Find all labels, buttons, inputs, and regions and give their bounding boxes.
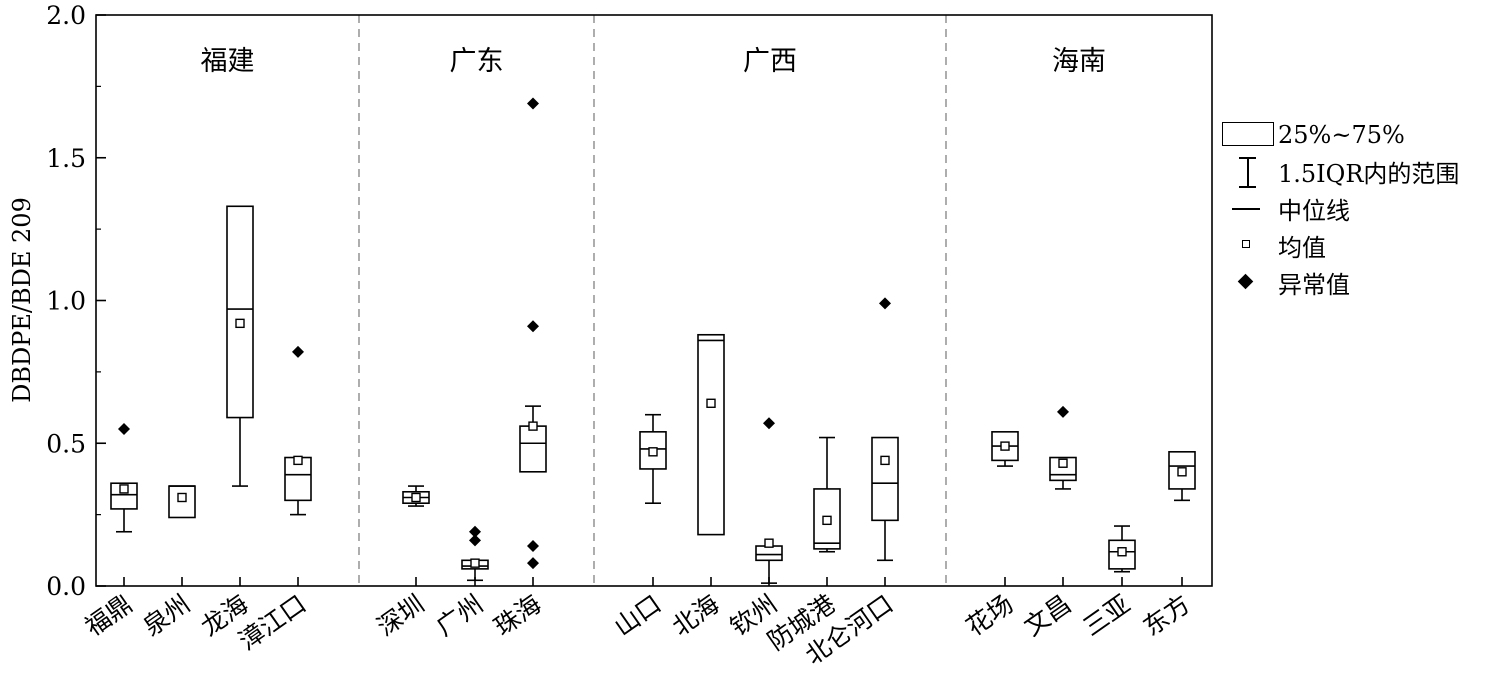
plot-frame bbox=[95, 14, 1213, 587]
boxes bbox=[110, 97, 1196, 584]
outlier-point bbox=[292, 345, 304, 358]
site-box-group bbox=[755, 417, 783, 584]
iqr-box bbox=[755, 545, 783, 562]
legend-label: 1.5IQR内的范围 bbox=[1278, 160, 1460, 188]
site-box-group bbox=[461, 525, 489, 582]
group-label: 广西 bbox=[743, 46, 797, 77]
y-tick-label: 0.5 bbox=[46, 429, 86, 458]
iqr-box bbox=[813, 488, 841, 550]
x-tick-label: 深圳 bbox=[372, 589, 430, 641]
mean-marker bbox=[648, 447, 658, 457]
y-tick-label: 0.0 bbox=[46, 572, 86, 601]
legend-item-whisker: 1.5IQR内的范围 bbox=[1222, 153, 1492, 190]
site-box-group bbox=[1168, 451, 1196, 502]
legend-item-median: 中位线 bbox=[1222, 190, 1492, 227]
group-label: 广东 bbox=[450, 46, 504, 77]
y-tick-label: 1.5 bbox=[46, 144, 86, 173]
mean-marker bbox=[706, 398, 716, 408]
x-tick-label: 文昌 bbox=[1019, 589, 1077, 641]
iqr-box bbox=[519, 425, 547, 473]
site-box-group bbox=[402, 485, 430, 507]
legend-item-outlier: 异常值 bbox=[1222, 264, 1492, 301]
site-box-group bbox=[1108, 525, 1136, 573]
site-box-group bbox=[284, 345, 312, 516]
mean-marker bbox=[235, 318, 245, 329]
outlier-point bbox=[763, 417, 775, 430]
mean-marker bbox=[1058, 458, 1068, 468]
outlier-point bbox=[879, 297, 891, 310]
group-labels: 福建 广东 广西 海南 bbox=[201, 46, 1107, 77]
group-label: 海南 bbox=[1052, 46, 1106, 77]
box-symbol-icon bbox=[1222, 116, 1278, 153]
x-tick-label: 东方 bbox=[1138, 589, 1196, 641]
site-box-group bbox=[697, 333, 725, 536]
mean-marker bbox=[293, 455, 303, 466]
site-box-group bbox=[226, 205, 254, 487]
iqr-box bbox=[1108, 539, 1136, 570]
outlier-point bbox=[527, 540, 539, 553]
y-tick-label: 2.0 bbox=[46, 1, 86, 30]
x-tick-label: 花场 bbox=[961, 589, 1019, 641]
x-tick-label: 三亚 bbox=[1078, 589, 1136, 641]
iqr-box bbox=[697, 333, 725, 536]
iqr-box bbox=[226, 205, 254, 419]
iqr-box bbox=[110, 482, 138, 510]
iqr-box bbox=[871, 436, 899, 522]
mean-marker bbox=[1117, 547, 1127, 557]
mean-marker bbox=[119, 484, 129, 494]
mean-marker bbox=[1177, 467, 1187, 477]
legend-label: 均值 bbox=[1278, 234, 1326, 262]
iqr-box bbox=[639, 431, 667, 470]
legend-label: 中位线 bbox=[1278, 197, 1350, 225]
site-box-group bbox=[168, 485, 196, 519]
y-axis-label: DBDPE/BDE 209 bbox=[8, 197, 36, 403]
site-box-group bbox=[871, 297, 899, 562]
iqr-box bbox=[1168, 451, 1196, 490]
legend-label: 异常值 bbox=[1278, 271, 1350, 299]
outlier-point bbox=[118, 422, 130, 435]
legend-label: 25%~75% bbox=[1278, 120, 1405, 149]
legend-item-mean: 均值 bbox=[1222, 227, 1492, 264]
x-tick-label: 北海 bbox=[667, 589, 725, 641]
outlier-diamond-icon bbox=[1222, 264, 1278, 301]
outlier-point bbox=[527, 320, 539, 333]
mean-marker bbox=[470, 558, 480, 568]
site-box-group bbox=[519, 97, 547, 570]
whisker-symbol-icon bbox=[1222, 153, 1278, 190]
mean-marker bbox=[764, 538, 774, 548]
x-tick-label: 广州 bbox=[431, 589, 489, 641]
site-box-group bbox=[1049, 405, 1077, 490]
group-dividers bbox=[358, 15, 947, 586]
x-tick-label: 珠海 bbox=[489, 589, 547, 641]
mean-marker bbox=[1000, 441, 1010, 451]
site-box-group bbox=[639, 413, 667, 505]
mean-marker bbox=[411, 492, 421, 503]
outlier-point bbox=[1057, 405, 1069, 418]
median-line-icon bbox=[1222, 190, 1278, 227]
outlier-point bbox=[527, 557, 539, 570]
mean-marker bbox=[528, 421, 538, 431]
mean-square-icon bbox=[1222, 227, 1278, 264]
legend: 25%~75% 1.5IQR内的范围 中位线 均值 异常值 bbox=[1222, 116, 1492, 301]
x-tick-label: 漳江口 bbox=[233, 589, 311, 656]
site-box-group bbox=[813, 436, 841, 553]
site-box-group bbox=[110, 422, 138, 533]
group-label: 福建 bbox=[201, 46, 255, 77]
mean-marker bbox=[177, 492, 187, 503]
legend-item-box: 25%~75% bbox=[1222, 116, 1492, 153]
x-tick-label: 山口 bbox=[609, 589, 667, 641]
mean-marker bbox=[880, 455, 890, 466]
outlier-point bbox=[527, 97, 539, 110]
outlier-point bbox=[469, 525, 481, 538]
iqr-box bbox=[1049, 456, 1077, 482]
site-box-group bbox=[991, 431, 1019, 467]
outlier-point bbox=[469, 534, 481, 547]
x-tick-label: 泉州 bbox=[138, 589, 196, 641]
x-tick-label: 福鼎 bbox=[80, 589, 138, 641]
y-tick-label: 1.0 bbox=[46, 287, 86, 316]
mean-marker bbox=[822, 515, 832, 526]
